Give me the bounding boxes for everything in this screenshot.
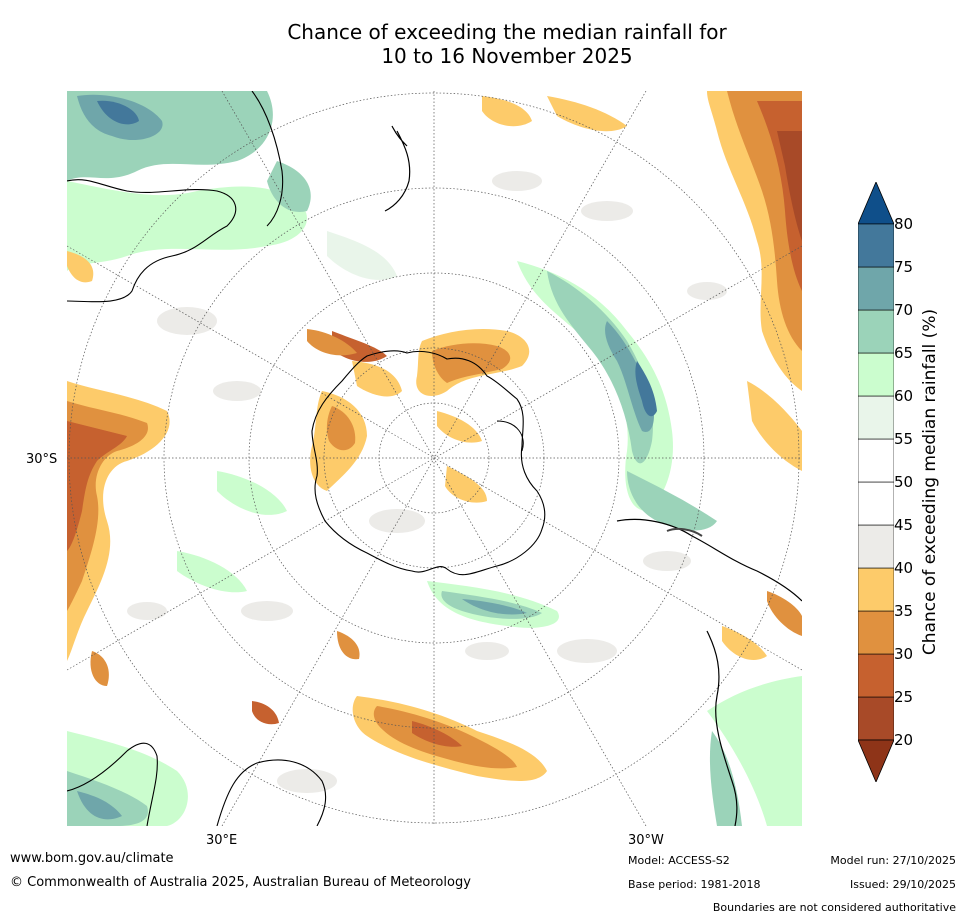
colorbar-extension-low	[858, 739, 894, 782]
antarctica-coastline	[311, 350, 546, 576]
colorbar-tick-label: 50	[894, 473, 914, 491]
colorbar-extension-high	[858, 182, 894, 225]
colorbar-tick-label: 60	[894, 387, 914, 405]
colorbar-segment	[858, 395, 894, 440]
colorbar-segment	[858, 266, 894, 311]
footer-url[interactable]: www.bom.gov.au/climate	[10, 851, 174, 866]
colorbar-segment	[858, 696, 894, 741]
footer-base-period: Base period: 1981-2018	[628, 878, 761, 891]
footer-issued: Issued: 29/10/2025	[849, 878, 956, 891]
colorbar-tick-label: 55	[894, 430, 914, 448]
lon-label-30w: 30°W	[628, 833, 664, 848]
map-canvas	[67, 91, 802, 826]
colorbar-segment	[858, 309, 894, 354]
tierra-del-fuego	[666, 527, 703, 537]
colorbar-title: Chance of exceeding median rainfall (%)	[920, 308, 940, 656]
lat-label-30s: 30°S	[26, 452, 58, 467]
new-zealand-coastline	[384, 125, 411, 212]
colorbar-tick-label: 70	[894, 301, 914, 319]
title-line-2: 10 to 16 November 2025	[381, 44, 633, 68]
above-median-regions	[67, 91, 802, 826]
australia-coastline	[67, 179, 237, 303]
africa-coastline	[67, 742, 158, 826]
colorbar-segment	[858, 481, 894, 526]
colorbar-segment	[858, 567, 894, 612]
colorbar-segment	[858, 653, 894, 698]
colorbar-segment	[858, 352, 894, 397]
colorbar-tick-label: 35	[894, 602, 914, 620]
colorbar-tick-label: 45	[894, 516, 914, 534]
colorbar-tick-label: 20	[894, 731, 914, 749]
polar-rainfall-map	[67, 91, 802, 826]
footer-disclaimer: Boundaries are not considered authoritat…	[712, 901, 956, 914]
colorbar-segment	[858, 610, 894, 655]
colorbar-tick-label: 30	[894, 645, 914, 663]
colorbar-tick-label: 80	[894, 215, 914, 233]
colorbar-tick-label: 25	[894, 688, 914, 706]
map-title: Chance of exceeding the median rainfall …	[0, 20, 965, 68]
colorbar-segment	[858, 438, 894, 483]
graticule	[67, 91, 802, 826]
antarctic-peninsula-coastline	[496, 420, 524, 452]
footer-model: Model: ACCESS-S2	[628, 854, 730, 867]
australia-east-coastline	[251, 91, 284, 227]
colorbar	[858, 182, 894, 782]
colorbar-tick-label: 75	[894, 258, 914, 276]
south-america-coastline	[616, 518, 802, 826]
title-line-1: Chance of exceeding the median rainfall …	[287, 20, 727, 44]
colorbar-segment	[858, 223, 894, 268]
colorbar-tick-label: 65	[894, 344, 914, 362]
footer-model-run: Model run: 27/10/2025	[830, 854, 956, 867]
footer-copyright: © Commonwealth of Australia 2025, Austra…	[10, 875, 471, 890]
colorbar-tick-label: 40	[894, 559, 914, 577]
below-median-regions	[67, 91, 802, 781]
colorbar-segment	[858, 524, 894, 569]
lon-label-30e: 30°E	[206, 833, 238, 848]
madagascar-africa-coastline	[216, 759, 327, 826]
near-median-regions	[127, 171, 727, 793]
